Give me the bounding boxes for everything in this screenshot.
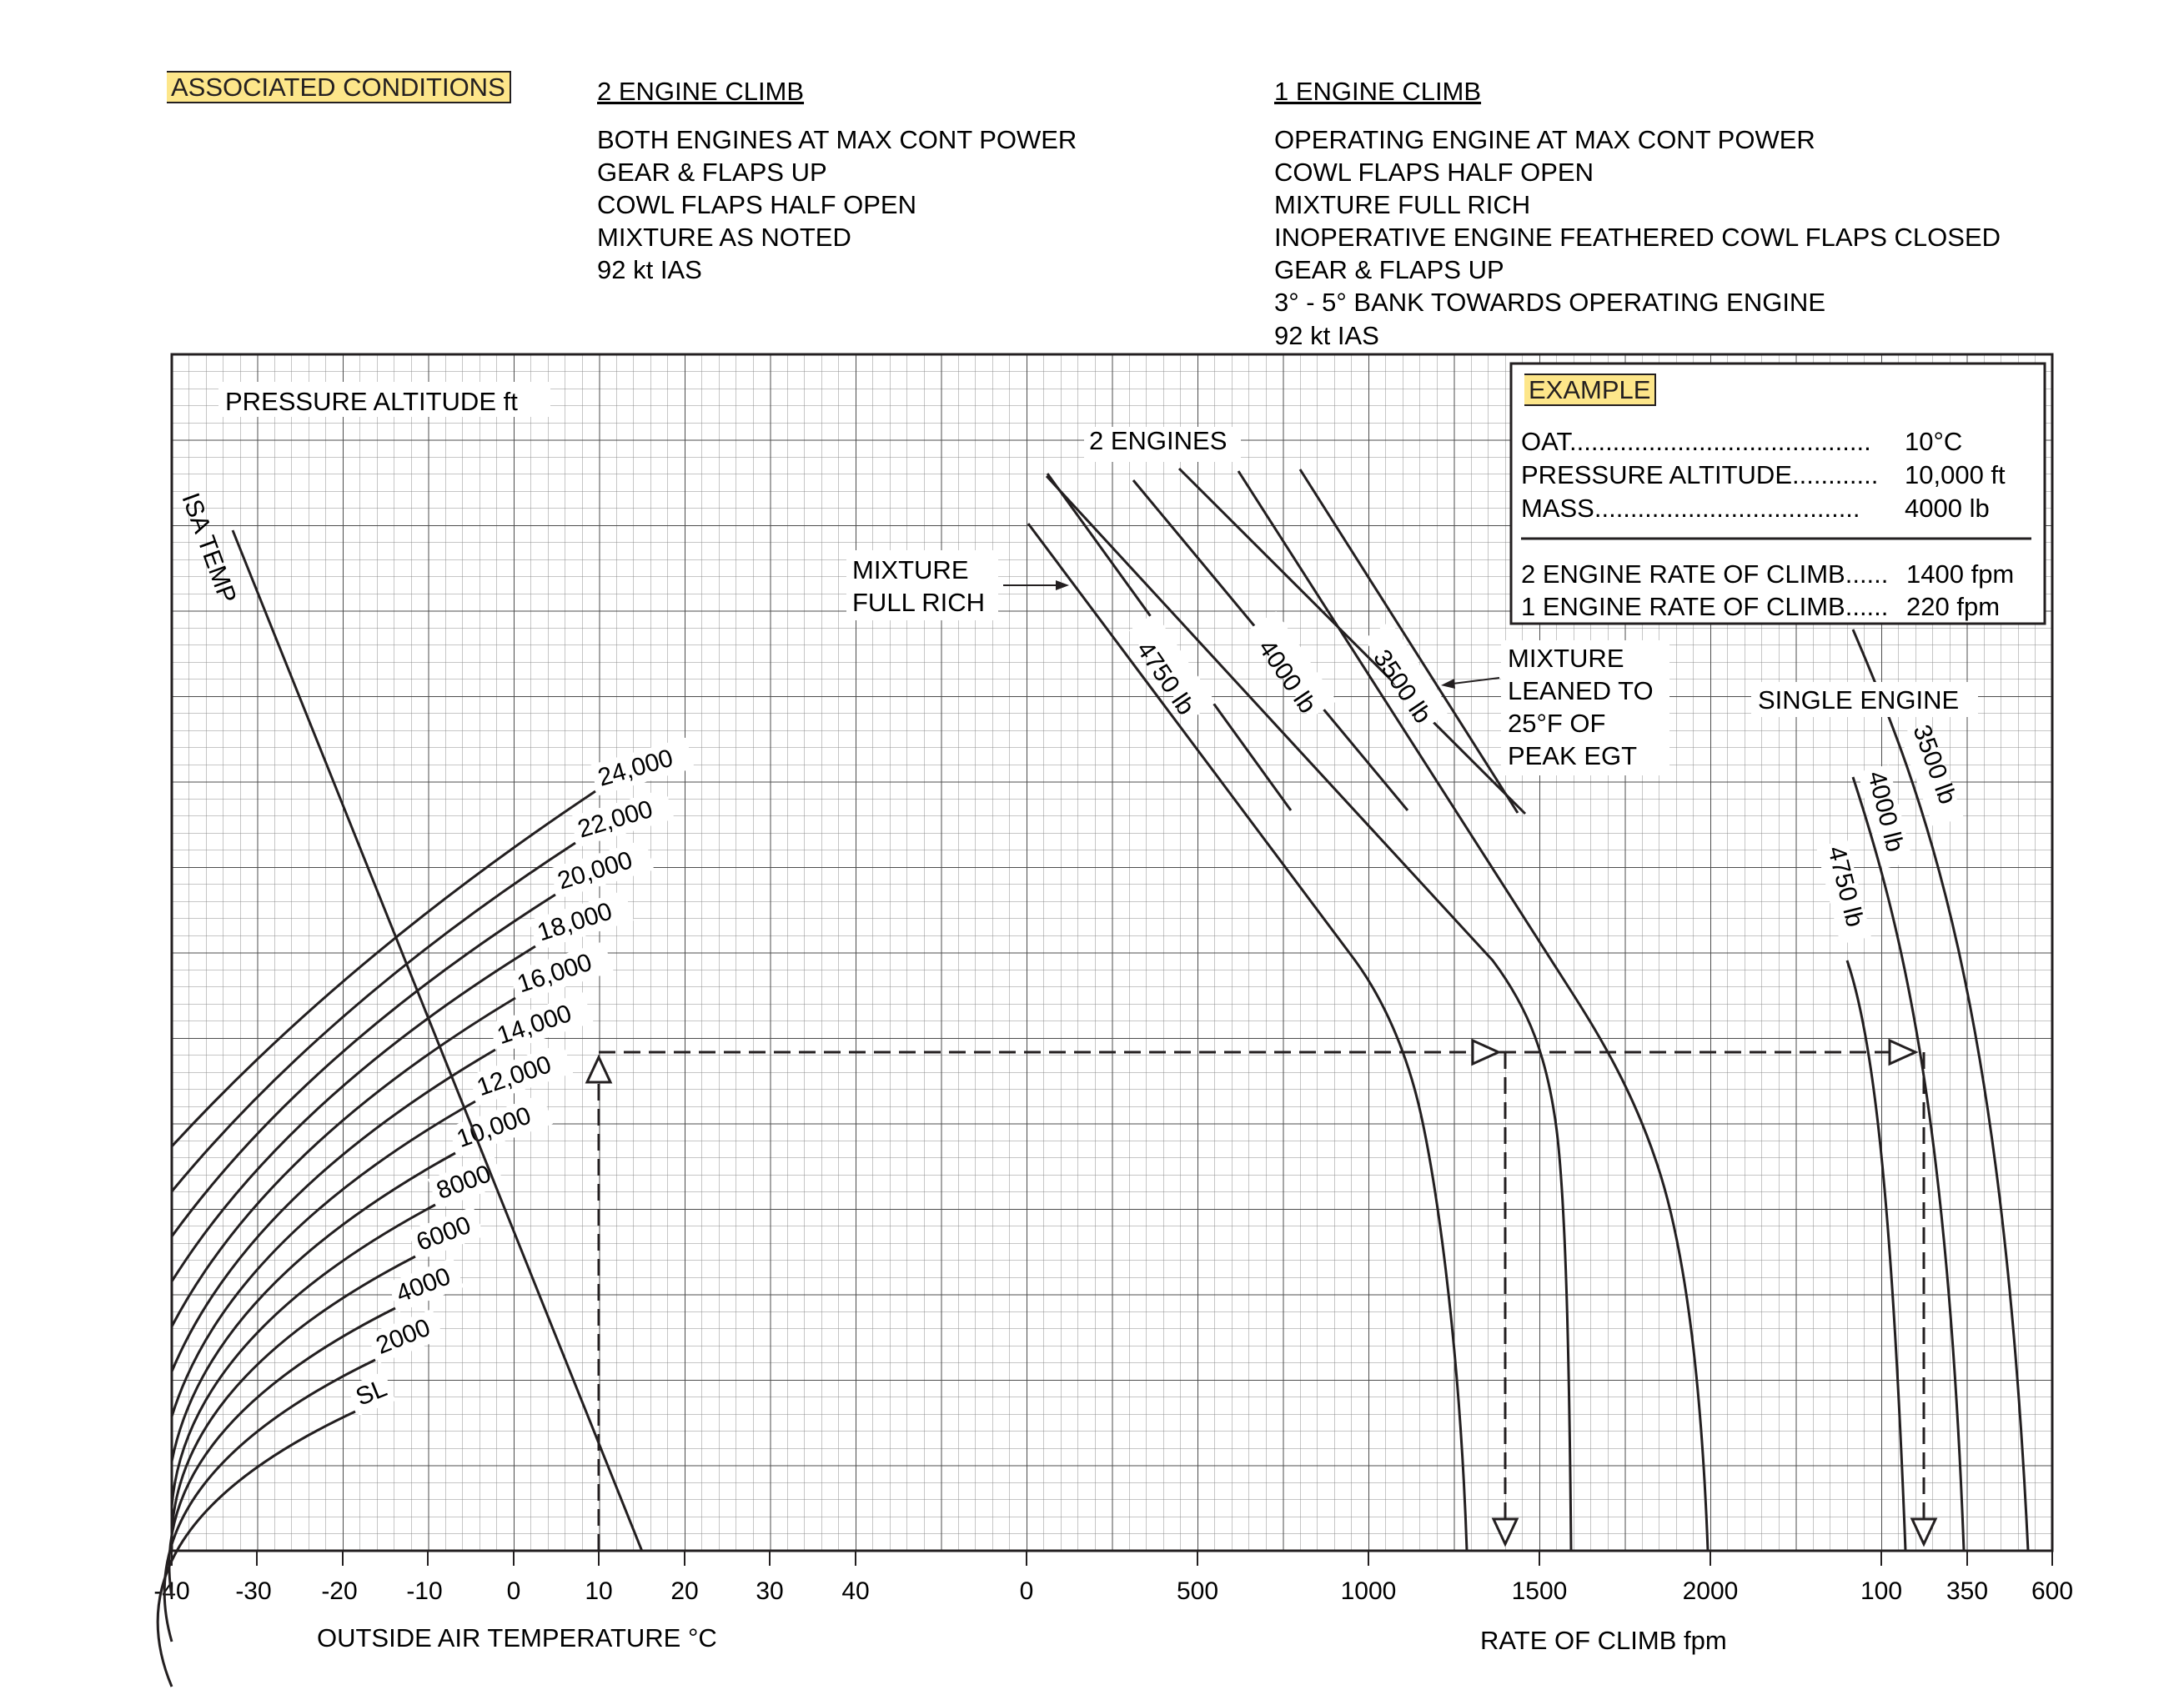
example-row-label: PRESSURE ALTITUDE............ [1521, 460, 1878, 489]
roc-tick-labels: 0 500 1000 1500 2000 100 350 600 [1020, 1577, 2073, 1605]
example-result-value: 220 fpm [1906, 592, 2000, 621]
associated-conditions-label: ASSOCIATED CONDITIONS [167, 71, 511, 103]
arrow-up [585, 1054, 613, 1084]
mixture-full-rich-label: FULL RICH [852, 588, 985, 617]
single-engine-tick-label: 350 [1946, 1577, 1988, 1605]
example-result-label: 1 ENGINE RATE OF CLIMB...... [1521, 592, 1888, 621]
altitude-line [163, 1358, 376, 1642]
mixture-leaned-label: LEANED TO [1508, 676, 1654, 705]
one-engine-condition: 3° - 5° BANK TOWARDS OPERATING ENGINE [1274, 288, 1825, 317]
one-engine-condition: COWL FLAPS HALF OPEN [1274, 158, 1594, 187]
altitude-line [170, 1048, 496, 1372]
temp-tick-label: -20 [321, 1577, 357, 1605]
two-engine-condition: GEAR & FLAPS UP [597, 158, 827, 187]
example-result-value: 1400 fpm [1906, 559, 2014, 589]
altitude-line [170, 893, 556, 1237]
one-engine-condition: 92 kt IAS [1274, 321, 1379, 350]
plot-border [170, 353, 2054, 1552]
example-box [1509, 362, 2046, 625]
example-row-value: 10,000 ft [1905, 460, 2006, 489]
roc-tick-label: 1000 [1341, 1577, 1397, 1605]
example-result-label: 2 ENGINE RATE OF CLIMB...... [1521, 559, 1888, 589]
one-engine-condition: INOPERATIVE ENGINE FEATHERED COWL FLAPS … [1274, 223, 2001, 252]
two-engine-condition: MIXTURE AS NOTED [597, 223, 851, 252]
pressure-altitude-label: PRESSURE ALTITUDE ft [225, 387, 518, 416]
altitude-line [170, 1203, 436, 1507]
arrow-right-one-engine [1888, 1038, 1919, 1066]
roc-tick-label: 0 [1020, 1577, 1034, 1605]
roc-tick-label: 1500 [1512, 1577, 1568, 1605]
example-results: 2 ENGINE RATE OF CLIMB...... 1400 fpm 1 … [1521, 559, 2014, 621]
example-row-value: 4000 lb [1905, 494, 1990, 523]
altitude-line-label: SL [346, 1371, 396, 1416]
altitude-line [156, 1410, 356, 1687]
arrow-down-two-engine [1491, 1517, 1519, 1547]
roc-tick-label: 500 [1177, 1577, 1218, 1605]
single-engine-curve-4750 [1845, 960, 1907, 1552]
temp-tick-label: 0 [507, 1577, 521, 1605]
example-row-value: 10°C [1905, 427, 1962, 456]
two-engines-label: 2 ENGINES [1089, 426, 1227, 455]
example-row-label: OAT.....................................… [1521, 427, 1871, 456]
one-engine-conditions: OPERATING ENGINE AT MAX CONT POWER COWL … [1274, 125, 2001, 350]
leaned-line-3500 [1177, 467, 1527, 815]
mixture-leaned-label: 25°F OF [1508, 709, 1605, 738]
arrow-leaned [1441, 677, 1500, 689]
temp-tick-label: -30 [235, 1577, 271, 1605]
temp-tick-labels: -40 -30 -20 -10 0 10 20 30 40 [153, 1577, 869, 1605]
altitude-line [170, 841, 576, 1192]
temp-tick-label: 10 [585, 1577, 612, 1605]
two-engine-condition: 92 kt IAS [597, 255, 702, 284]
single-engine-tick-label: 600 [2031, 1577, 2073, 1605]
temp-tick-label: 40 [841, 1577, 869, 1605]
example-path [597, 1051, 1925, 1551]
one-engine-condition: MIXTURE FULL RICH [1274, 190, 1530, 219]
isa-temp-line [231, 529, 644, 1552]
mixture-full-rich-label: MIXTURE [852, 555, 969, 584]
temp-tick-label: 30 [756, 1577, 783, 1605]
example-arrowheads [585, 1038, 1938, 1547]
altitude-line [170, 790, 596, 1148]
single-engine-label: SINGLE ENGINE [1758, 685, 1959, 715]
example-title: EXAMPLE [1524, 374, 1657, 406]
altitude-line [170, 1100, 476, 1417]
one-engine-climb-title: 1 ENGINE CLIMB [1274, 77, 1481, 106]
two-engine-curve-4000 [1045, 474, 1573, 1552]
temp-tick-label: 20 [670, 1577, 698, 1605]
altitude-line [170, 1151, 456, 1462]
arrow-down-one-engine [1910, 1517, 1938, 1547]
roc-tick-label: 2000 [1683, 1577, 1739, 1605]
two-engine-condition: BOTH ENGINES AT MAX CONT POWER [597, 125, 1077, 154]
two-engine-climb-title: 2 ENGINE CLIMB [597, 77, 804, 106]
altitude-line [170, 996, 516, 1327]
x-axis-title-rate-of-climb: RATE OF CLIMB fpm [1480, 1626, 1727, 1655]
mixture-leaned-label: PEAK EGT [1508, 741, 1637, 770]
leaned-line-lightest [1298, 469, 1519, 814]
one-engine-condition: OPERATING ENGINE AT MAX CONT POWER [1274, 125, 1815, 154]
x-axis-title-temperature: OUTSIDE AIR TEMPERATURE °C [317, 1623, 717, 1652]
two-engine-curve-3500 [1237, 470, 1710, 1552]
arrow-right-two-engine [1471, 1038, 1502, 1066]
two-engine-condition: COWL FLAPS HALF OPEN [597, 190, 916, 219]
altitude-line [170, 1255, 416, 1552]
example-row-label: MASS....................................… [1521, 494, 1860, 523]
temp-tick-label: -10 [406, 1577, 442, 1605]
example-inputs: OAT.....................................… [1521, 427, 2006, 523]
single-engine-tick-label: 100 [1860, 1577, 1902, 1605]
mixture-leaned-label: MIXTURE [1508, 644, 1624, 673]
one-engine-condition: GEAR & FLAPS UP [1274, 255, 1504, 284]
altitude-line [170, 945, 536, 1282]
two-engine-conditions: BOTH ENGINES AT MAX CONT POWER GEAR & FL… [597, 125, 1077, 284]
single-engine-curve-4000 [1851, 776, 1966, 1552]
arrow-full-rich [1003, 580, 1069, 590]
axis-ticks [171, 1551, 2053, 1566]
two-engine-curve-4750 [1027, 523, 1469, 1552]
